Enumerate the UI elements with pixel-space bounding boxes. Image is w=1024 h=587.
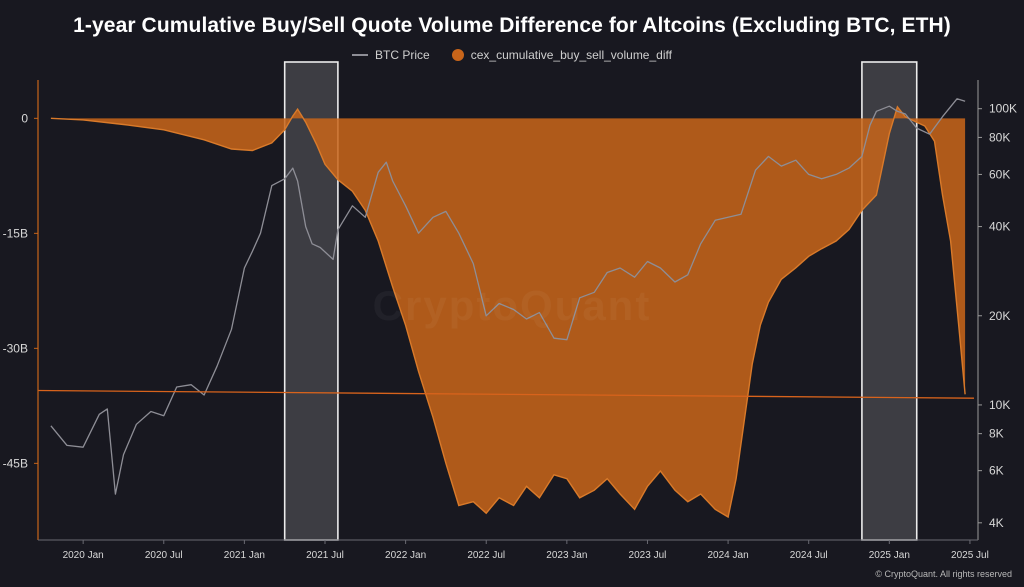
y-right-tick-label: 6K <box>989 464 1004 478</box>
x-tick-label: 2021 Jan <box>224 550 265 561</box>
x-tick-label: 2020 Jul <box>145 550 183 561</box>
copyright-credit: © CryptoQuant. All rights reserved <box>875 569 1012 579</box>
y-right-tick-label: 60K <box>989 167 1010 181</box>
y-left-tick-label: -30B <box>3 341 28 355</box>
y-right-tick-label: 100K <box>989 102 1017 116</box>
chart-title: 1-year Cumulative Buy/Sell Quote Volume … <box>73 14 951 37</box>
y-right-tick-label: 80K <box>989 130 1010 144</box>
x-tick-label: 2025 Jan <box>869 550 910 561</box>
y-left-tick-label: -15B <box>3 226 28 240</box>
x-tick-label: 2020 Jan <box>63 550 104 561</box>
btc-price-line <box>50 98 966 495</box>
x-tick-label: 2022 Jan <box>385 550 426 561</box>
x-tick-label: 2024 Jul <box>790 550 828 561</box>
y-right-tick-label: 8K <box>989 427 1004 441</box>
legend-item-volume-diff[interactable]: cex_cumulative_buy_sell_volume_diff <box>451 48 672 62</box>
x-tick-label: 2024 Jan <box>708 550 749 561</box>
legend-label-btc-price: BTC Price <box>375 48 430 62</box>
reference-line <box>37 389 975 399</box>
y-right-ticks: 4K 6K 8K 10K 20K 40K 60K 80K 100K <box>978 102 1017 530</box>
horizontal-reference-line <box>37 389 975 399</box>
volume-diff-area <box>50 105 966 519</box>
btc-price-line-path <box>50 98 966 495</box>
y-left-tick-label: -45B <box>3 456 28 470</box>
watermark: CryptoQuant <box>0 282 1024 330</box>
x-tick-label: 2021 Jul <box>306 550 344 561</box>
y-right-tick-label: 4K <box>989 516 1004 530</box>
x-tick-label: 2025 Jul <box>951 550 989 561</box>
x-tick-label: 2022 Jul <box>467 550 505 561</box>
y-right-tick-label: 40K <box>989 220 1010 234</box>
legend-label-volume-diff: cex_cumulative_buy_sell_volume_diff <box>470 48 672 62</box>
x-ticks: 2020 Jan 2020 Jul 2021 Jan 2021 Jul 2022 Jan… <box>63 540 989 561</box>
volume-diff-area-fill <box>50 106 966 518</box>
y-left-tick-label: 0 <box>21 111 28 125</box>
legend: BTC Price cex_cumulative_buy_sell_volume… <box>0 48 1024 62</box>
dot-swatch-icon <box>451 49 464 61</box>
x-tick-label: 2023 Jan <box>546 550 587 561</box>
x-tick-label: 2023 Jul <box>629 550 667 561</box>
y-right-tick-label: 20K <box>989 309 1010 323</box>
volume-diff-line <box>50 105 966 519</box>
line-swatch-icon <box>352 54 369 56</box>
legend-item-btc-price[interactable]: BTC Price <box>352 48 430 62</box>
y-right-tick-label: 10K <box>989 398 1010 412</box>
y-left-ticks: 0 -15B -30B -45B <box>3 111 38 470</box>
